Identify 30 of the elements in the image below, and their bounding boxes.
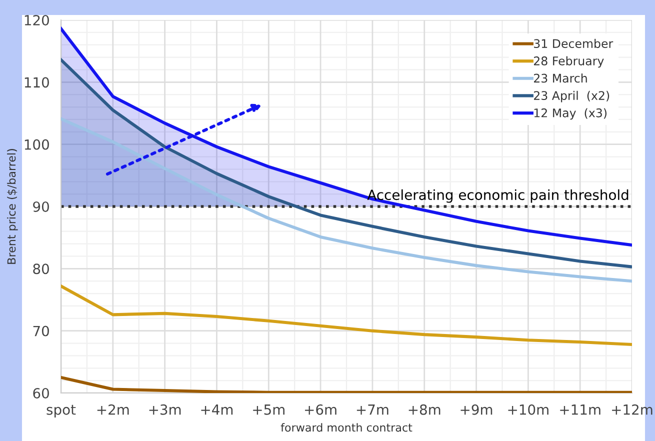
x-axis-title: forward month contract <box>280 423 412 432</box>
x-tick-label: +3m <box>149 404 181 415</box>
y-tick-label: 100 <box>24 139 49 150</box>
x-tick-label: +7m <box>356 404 388 415</box>
x-tick-label: +10m <box>508 404 548 415</box>
legend-label: 23 March <box>534 74 587 83</box>
y-tick-label: 70 <box>33 326 49 336</box>
x-tick-label: +11m <box>560 404 600 415</box>
legend-label: 12 May (x3) <box>534 108 606 120</box>
x-tick-label: +6m <box>305 404 336 415</box>
legend-label: 31 December <box>534 38 614 48</box>
y-axis-title: Brent price ($/barrel) <box>7 149 18 264</box>
x-tick-label: +8m <box>408 404 440 415</box>
ref-line-label: Accelerating economic pain threshold <box>367 189 628 203</box>
x-tick-label: +12m <box>612 404 652 415</box>
y-tick-label: 110 <box>24 77 49 88</box>
y-tick-label: 80 <box>33 264 49 274</box>
y-tick-label: 90 <box>33 201 49 212</box>
x-tick-label: +2m <box>97 404 129 415</box>
legend-label: 23 April (x2) <box>534 90 610 102</box>
x-tick-label: +4m <box>201 404 233 415</box>
x-tick-label: +5m <box>253 404 284 415</box>
x-tick-label: spot <box>46 404 76 418</box>
line-series <box>61 27 632 247</box>
legend-label: 28 February <box>534 56 604 68</box>
line-series <box>61 284 632 346</box>
y-tick-label: 60 <box>33 388 49 398</box>
line-series <box>61 58 632 268</box>
y-tick-label: 120 <box>24 14 49 26</box>
x-tick-label: +9m <box>460 404 492 415</box>
